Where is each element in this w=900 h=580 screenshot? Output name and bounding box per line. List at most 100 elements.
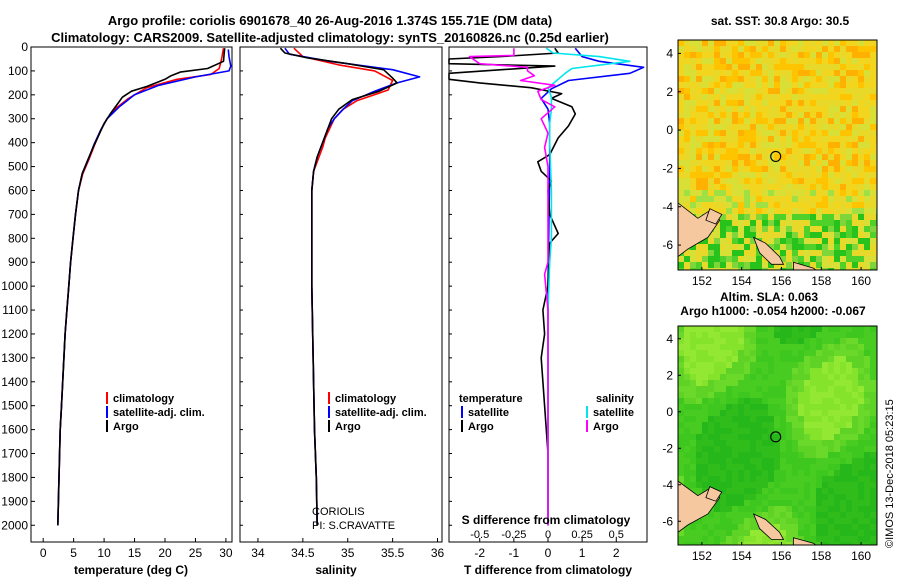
map-cell (870, 46, 876, 52)
map-cell (732, 506, 738, 512)
map-cell (804, 386, 810, 392)
map-cell (774, 404, 780, 410)
map-cell (852, 350, 858, 356)
map-cell (744, 232, 750, 238)
map-cell (774, 416, 780, 422)
map-cell (750, 136, 756, 142)
map-cell (738, 64, 744, 70)
map-cell (816, 220, 822, 226)
map-cell (762, 356, 768, 362)
map-cell (780, 356, 786, 362)
map-cell (798, 70, 804, 76)
map-cell (702, 392, 708, 398)
map-cell (828, 410, 834, 416)
map-cell (702, 52, 708, 58)
map-cell (696, 64, 702, 70)
map-cell (726, 404, 732, 410)
map-cell (840, 58, 846, 64)
map-cell (726, 530, 732, 536)
map-cell (798, 178, 804, 184)
map-cell (870, 148, 876, 154)
map-cell (732, 530, 738, 536)
map-cell (822, 410, 828, 416)
map-cell (810, 464, 816, 470)
map-cell (864, 494, 870, 500)
map-cell (798, 464, 804, 470)
map-cell (846, 244, 852, 250)
map-cell (690, 386, 696, 392)
map-cell (738, 344, 744, 350)
map-cell (858, 88, 864, 94)
map-cell (828, 214, 834, 220)
legend-label-climatology: climatology (113, 393, 175, 405)
map-cell (792, 524, 798, 530)
map-cell (834, 386, 840, 392)
map-cell (726, 398, 732, 404)
map-cell (804, 494, 810, 500)
map-cell (816, 362, 822, 368)
map-cell (678, 356, 684, 362)
map-cell (684, 398, 690, 404)
map-cell (828, 464, 834, 470)
map-cell (834, 332, 840, 338)
map-cell (696, 464, 702, 470)
map-cell (750, 428, 756, 434)
map-cell (870, 356, 876, 362)
map-cell (744, 250, 750, 256)
map-cell (858, 100, 864, 106)
map-cell (762, 262, 768, 268)
map-cell (792, 380, 798, 386)
map-cell (846, 416, 852, 422)
map-cell (750, 362, 756, 368)
map-cell (822, 190, 828, 196)
map-cell (810, 524, 816, 530)
map-cell (750, 446, 756, 452)
map-cell (864, 166, 870, 172)
map-cell (762, 470, 768, 476)
series-line-s-satellite (545, 47, 631, 526)
map-cell (858, 326, 864, 332)
map-cell (852, 386, 858, 392)
map-cell (768, 446, 774, 452)
map-cell (690, 46, 696, 52)
map-cell (846, 130, 852, 136)
map-cell (792, 512, 798, 518)
map-cell (744, 46, 750, 52)
map-cell (750, 398, 756, 404)
map-cell (708, 416, 714, 422)
map-cell (702, 422, 708, 428)
map-cell (684, 338, 690, 344)
map-cell (810, 422, 816, 428)
map-cell (732, 500, 738, 506)
map-cell (762, 488, 768, 494)
map-cell (804, 106, 810, 112)
map-cell (762, 100, 768, 106)
map-cell (798, 404, 804, 410)
map-cell (858, 226, 864, 232)
map-cell (840, 238, 846, 244)
map-cell (762, 142, 768, 148)
map-cell (720, 332, 726, 338)
map-cell (720, 458, 726, 464)
map-cell (846, 64, 852, 70)
map-cell (756, 142, 762, 148)
map-cell (726, 232, 732, 238)
map-cell (762, 172, 768, 178)
map-cell (864, 536, 870, 542)
map-cell (696, 488, 702, 494)
map-cell (798, 64, 804, 70)
map-x-tick-label: 152 (692, 274, 712, 288)
map-cell (678, 446, 684, 452)
map-cell (708, 458, 714, 464)
map-cell (786, 178, 792, 184)
imos-watermark: ©IMOS 13-Dec-2018 05:23:15 (884, 399, 896, 548)
map-cell (714, 500, 720, 506)
map-cell (684, 524, 690, 530)
map-cell (756, 356, 762, 362)
map-cell (852, 100, 858, 106)
map-cell (678, 76, 684, 82)
map-cell (690, 332, 696, 338)
map-cell (756, 458, 762, 464)
map-cell (738, 464, 744, 470)
map-cell (720, 470, 726, 476)
